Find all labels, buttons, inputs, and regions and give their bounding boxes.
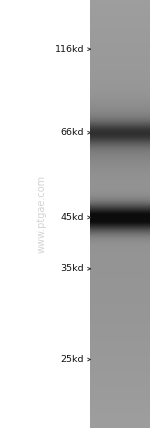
Text: 25kd: 25kd	[60, 355, 84, 364]
Text: 35kd: 35kd	[60, 264, 84, 273]
Text: 45kd: 45kd	[60, 213, 84, 222]
Text: 66kd: 66kd	[60, 128, 84, 137]
Text: www.ptgae.com: www.ptgae.com	[37, 175, 47, 253]
Text: 116kd: 116kd	[54, 45, 84, 54]
